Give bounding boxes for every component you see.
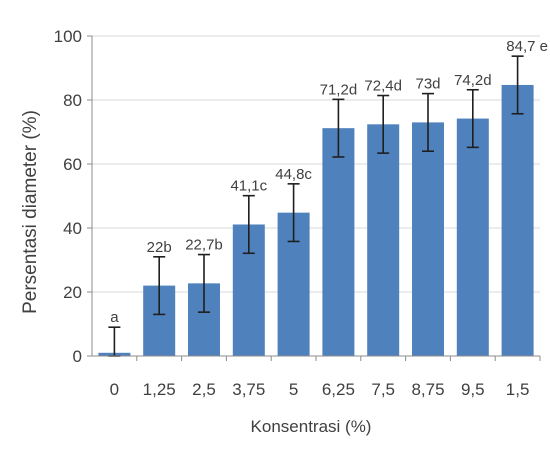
data-label: 74,2d — [454, 72, 492, 89]
x-axis-title: Konsentrasi (%) — [251, 417, 372, 436]
bar-layer — [98, 84, 534, 357]
y-tick-label: 100 — [54, 27, 82, 46]
x-tick-label: 7,5 — [371, 380, 395, 399]
y-tick-label: 80 — [63, 91, 82, 110]
bar — [412, 122, 444, 357]
label-layer: a 22b 22,7b 41,1c 44,8c 71,2d 72,4d 73d 74,2d 84,… — [110, 38, 548, 326]
data-label: 22b — [147, 239, 172, 256]
bar — [501, 84, 534, 357]
error-bar-layer — [108, 55, 524, 357]
x-tick-label: 5 — [289, 380, 298, 399]
x-tick-label: 8,75 — [411, 380, 444, 399]
y-tick-label: 20 — [63, 283, 82, 302]
bar — [367, 124, 400, 356]
data-label: 44,8c — [275, 166, 312, 183]
data-label: 84,7 e — [506, 38, 548, 55]
x-tick-label: 1,5 — [506, 380, 530, 399]
y-tick-label: 0 — [73, 347, 82, 366]
x-tick-label: 3,75 — [232, 380, 265, 399]
data-label: 73d — [415, 76, 440, 93]
axis-layer: 0 20 40 60 80 100 0 1,25 2,5 3,75 5 6,25 7,5 8,75 9,5 1… — [54, 27, 541, 399]
data-label: 41,1c — [230, 178, 267, 195]
x-tick-label: 9,5 — [461, 380, 485, 399]
x-tick-label: 2,5 — [192, 380, 216, 399]
y-tick-label: 60 — [63, 155, 82, 174]
data-label: 71,2d — [320, 81, 358, 98]
y-axis-title: Persentasi diameter (%) — [20, 110, 41, 314]
x-tick-label: 6,25 — [322, 380, 355, 399]
x-tick-label: 1,25 — [143, 380, 176, 399]
y-tick-label: 40 — [63, 219, 82, 238]
data-label: 22,7b — [185, 237, 223, 254]
bar — [322, 128, 355, 356]
bar — [456, 118, 489, 356]
x-tick-label: 0 — [110, 380, 119, 399]
data-label: 72,4d — [364, 78, 402, 95]
data-label: a — [110, 309, 119, 326]
